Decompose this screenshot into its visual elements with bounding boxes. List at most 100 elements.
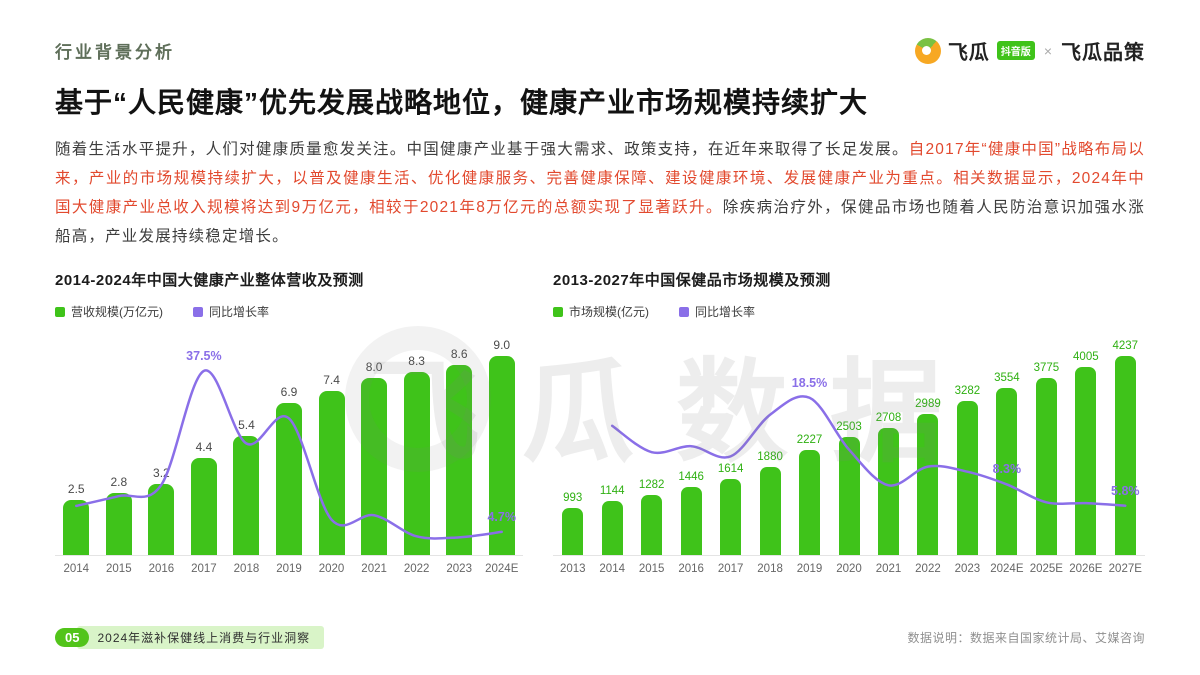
bar — [562, 508, 584, 555]
paragraph-segment: 自2017年“健康中国”战略布局以来，产业的市场规模持续扩大，以普及健康生活、优… — [55, 141, 1145, 216]
bar — [190, 457, 217, 555]
bar-column: 8.3 — [395, 334, 438, 555]
bar-value-label: 3554 — [994, 371, 1020, 384]
x-axis-label: 2017 — [191, 563, 217, 575]
x-axis-label: 2015 — [106, 563, 132, 575]
bar — [720, 479, 742, 555]
bar-value-label: 8.3 — [408, 353, 425, 368]
bar-value-label: 993 — [563, 492, 583, 505]
bar-series-swatch — [553, 306, 563, 317]
bar-column: 2989 — [908, 334, 947, 555]
legend-item: 同比增长率 — [679, 303, 755, 320]
bar — [1114, 355, 1136, 555]
bar — [1075, 366, 1097, 555]
bar — [488, 356, 515, 555]
legend-item: 同比增长率 — [193, 303, 269, 320]
line-series-swatch — [193, 306, 203, 317]
line-series-swatch — [679, 306, 689, 317]
legend-item: 营收规模(万亿元) — [55, 303, 163, 320]
bar-value-label: 2.8 — [110, 475, 128, 490]
bar-value-label: 7.4 — [323, 373, 340, 388]
bar — [233, 435, 260, 555]
chart-legend: 营收规模(万亿元) 同比增长率 — [55, 303, 523, 320]
bar-column: 3775 — [1027, 334, 1066, 555]
bar-value-label: 1446 — [678, 471, 704, 484]
chart-plot: 993 1144 1282 1446 1614 1880 2227 2503 2708 2989 3… — [553, 334, 1145, 556]
bar-column: 1880 — [750, 334, 789, 555]
x-axis-label: 2021 — [875, 563, 902, 575]
growth-rate-label: 5.8% — [1111, 483, 1140, 498]
bar-value-label: 4.4 — [195, 439, 213, 454]
bar — [403, 371, 430, 555]
bar — [799, 450, 821, 555]
bar — [641, 494, 663, 555]
x-axis-label: 2027E — [1108, 563, 1142, 575]
chart-title: 2014-2024年中国大健康产业整体营收及预测 — [55, 272, 364, 289]
x-axis-label: 2014 — [599, 563, 625, 575]
x-axis-label: 2026E — [1069, 563, 1103, 575]
body-paragraph: 随着生活水平提升，人们对健康质量愈发关注。中国健康产业基于强大需求、政策支持，在… — [55, 135, 1145, 251]
bar-column: 5.4 — [225, 334, 268, 555]
brand-area: 飞瓜 抖音版 × 飞瓜品策 — [914, 36, 1145, 65]
data-source-note: 数据说明：数据来自国家统计局、艾媒咨询 — [907, 631, 1145, 645]
bar-value-label: 4237 — [1112, 339, 1139, 352]
bar-column: 993 — [553, 334, 592, 555]
paragraph-segment: 除疾病治疗外，保健品市场也随着人民防治意识加强水涨船高，产业发展持续稳定增长。 — [55, 199, 1145, 245]
bar-column: 4237 — [1106, 334, 1145, 555]
bar-column: 2708 — [869, 334, 908, 555]
chart-health-industry-revenue: 2014-2024年中国大健康产业整体营收及预测 营收规模(万亿元) 同比增长率 … — [55, 269, 523, 575]
bar-column: 8.6 — [438, 334, 481, 555]
bar-column: 3.2 — [140, 334, 183, 555]
bar-column: 4.4 — [183, 334, 226, 555]
bar — [917, 414, 939, 555]
x-axis-label: 2017 — [717, 563, 744, 575]
x-axis-label: 2022 — [915, 563, 941, 575]
bar-value-label: 4005 — [1073, 350, 1099, 363]
growth-rate-label: 4.7% — [487, 509, 516, 524]
bar-value-label: 1614 — [717, 463, 744, 476]
legend-label: 同比增长率 — [695, 305, 756, 319]
bar — [361, 378, 388, 555]
x-axis-label: 2013 — [559, 563, 586, 575]
bar — [446, 364, 473, 555]
legend-label: 市场规模(亿元) — [569, 305, 649, 319]
page-number-badge: 05 — [55, 628, 90, 647]
legend-item: 市场规模(亿元) — [553, 303, 649, 320]
x-axis-label: 2018 — [757, 563, 783, 575]
x-axis-label: 2016 — [148, 563, 175, 575]
x-axis-label: 2024E — [990, 563, 1024, 575]
chart-x-axis: 2013 2014 2015 2016 2017 2018 2019 2020 2021 2022… — [553, 563, 1145, 575]
bar-value-label: 2708 — [875, 411, 902, 424]
bar-value-label: 3282 — [954, 384, 981, 397]
bar — [838, 437, 860, 555]
chart-plot: 2.5 2.8 3.2 4.4 5.4 6.9 7.4 8.0 8.3 8.6 9.0 37.5% 4.… — [55, 334, 523, 556]
legend-label: 营收规模(万亿元) — [71, 305, 163, 319]
header: 行业背景分析 飞瓜 抖音版 × 飞瓜品策 — [55, 36, 1145, 65]
bar-column: 1446 — [671, 334, 710, 555]
x-axis-label: 2023 — [446, 563, 472, 575]
feigua-logo-icon — [914, 37, 941, 64]
x-axis-label: 2021 — [361, 563, 387, 575]
bar-column: 2227 — [790, 334, 829, 555]
bar — [1035, 377, 1057, 555]
x-axis-label: 2016 — [678, 563, 704, 575]
bar — [148, 484, 175, 555]
bar-value-label: 2503 — [836, 421, 862, 434]
x-axis-label: 2018 — [233, 563, 260, 575]
bar-value-label: 2227 — [796, 434, 823, 447]
report-title-caption: 2024年滋补保健线上消费与行业洞察 — [77, 626, 325, 649]
bar-column: 3554 — [987, 334, 1026, 555]
bar-column: 2.8 — [98, 334, 141, 555]
x-axis-label: 2022 — [403, 563, 430, 575]
x-axis-label: 2020 — [836, 563, 862, 575]
section-label: 行业背景分析 — [55, 43, 175, 62]
x-axis-label: 2025E — [1029, 563, 1063, 575]
bar-column: 1282 — [632, 334, 671, 555]
bar-value-label: 1282 — [638, 478, 665, 491]
bar — [318, 391, 345, 555]
footer: 05 2024年滋补保健线上消费与行业洞察 数据说明：数据来自国家统计局、艾媒咨… — [55, 626, 1145, 649]
bar — [759, 466, 781, 555]
bar-value-label: 6.9 — [280, 384, 298, 399]
x-axis-label: 2020 — [318, 563, 345, 575]
bar-value-label: 3775 — [1033, 361, 1060, 374]
